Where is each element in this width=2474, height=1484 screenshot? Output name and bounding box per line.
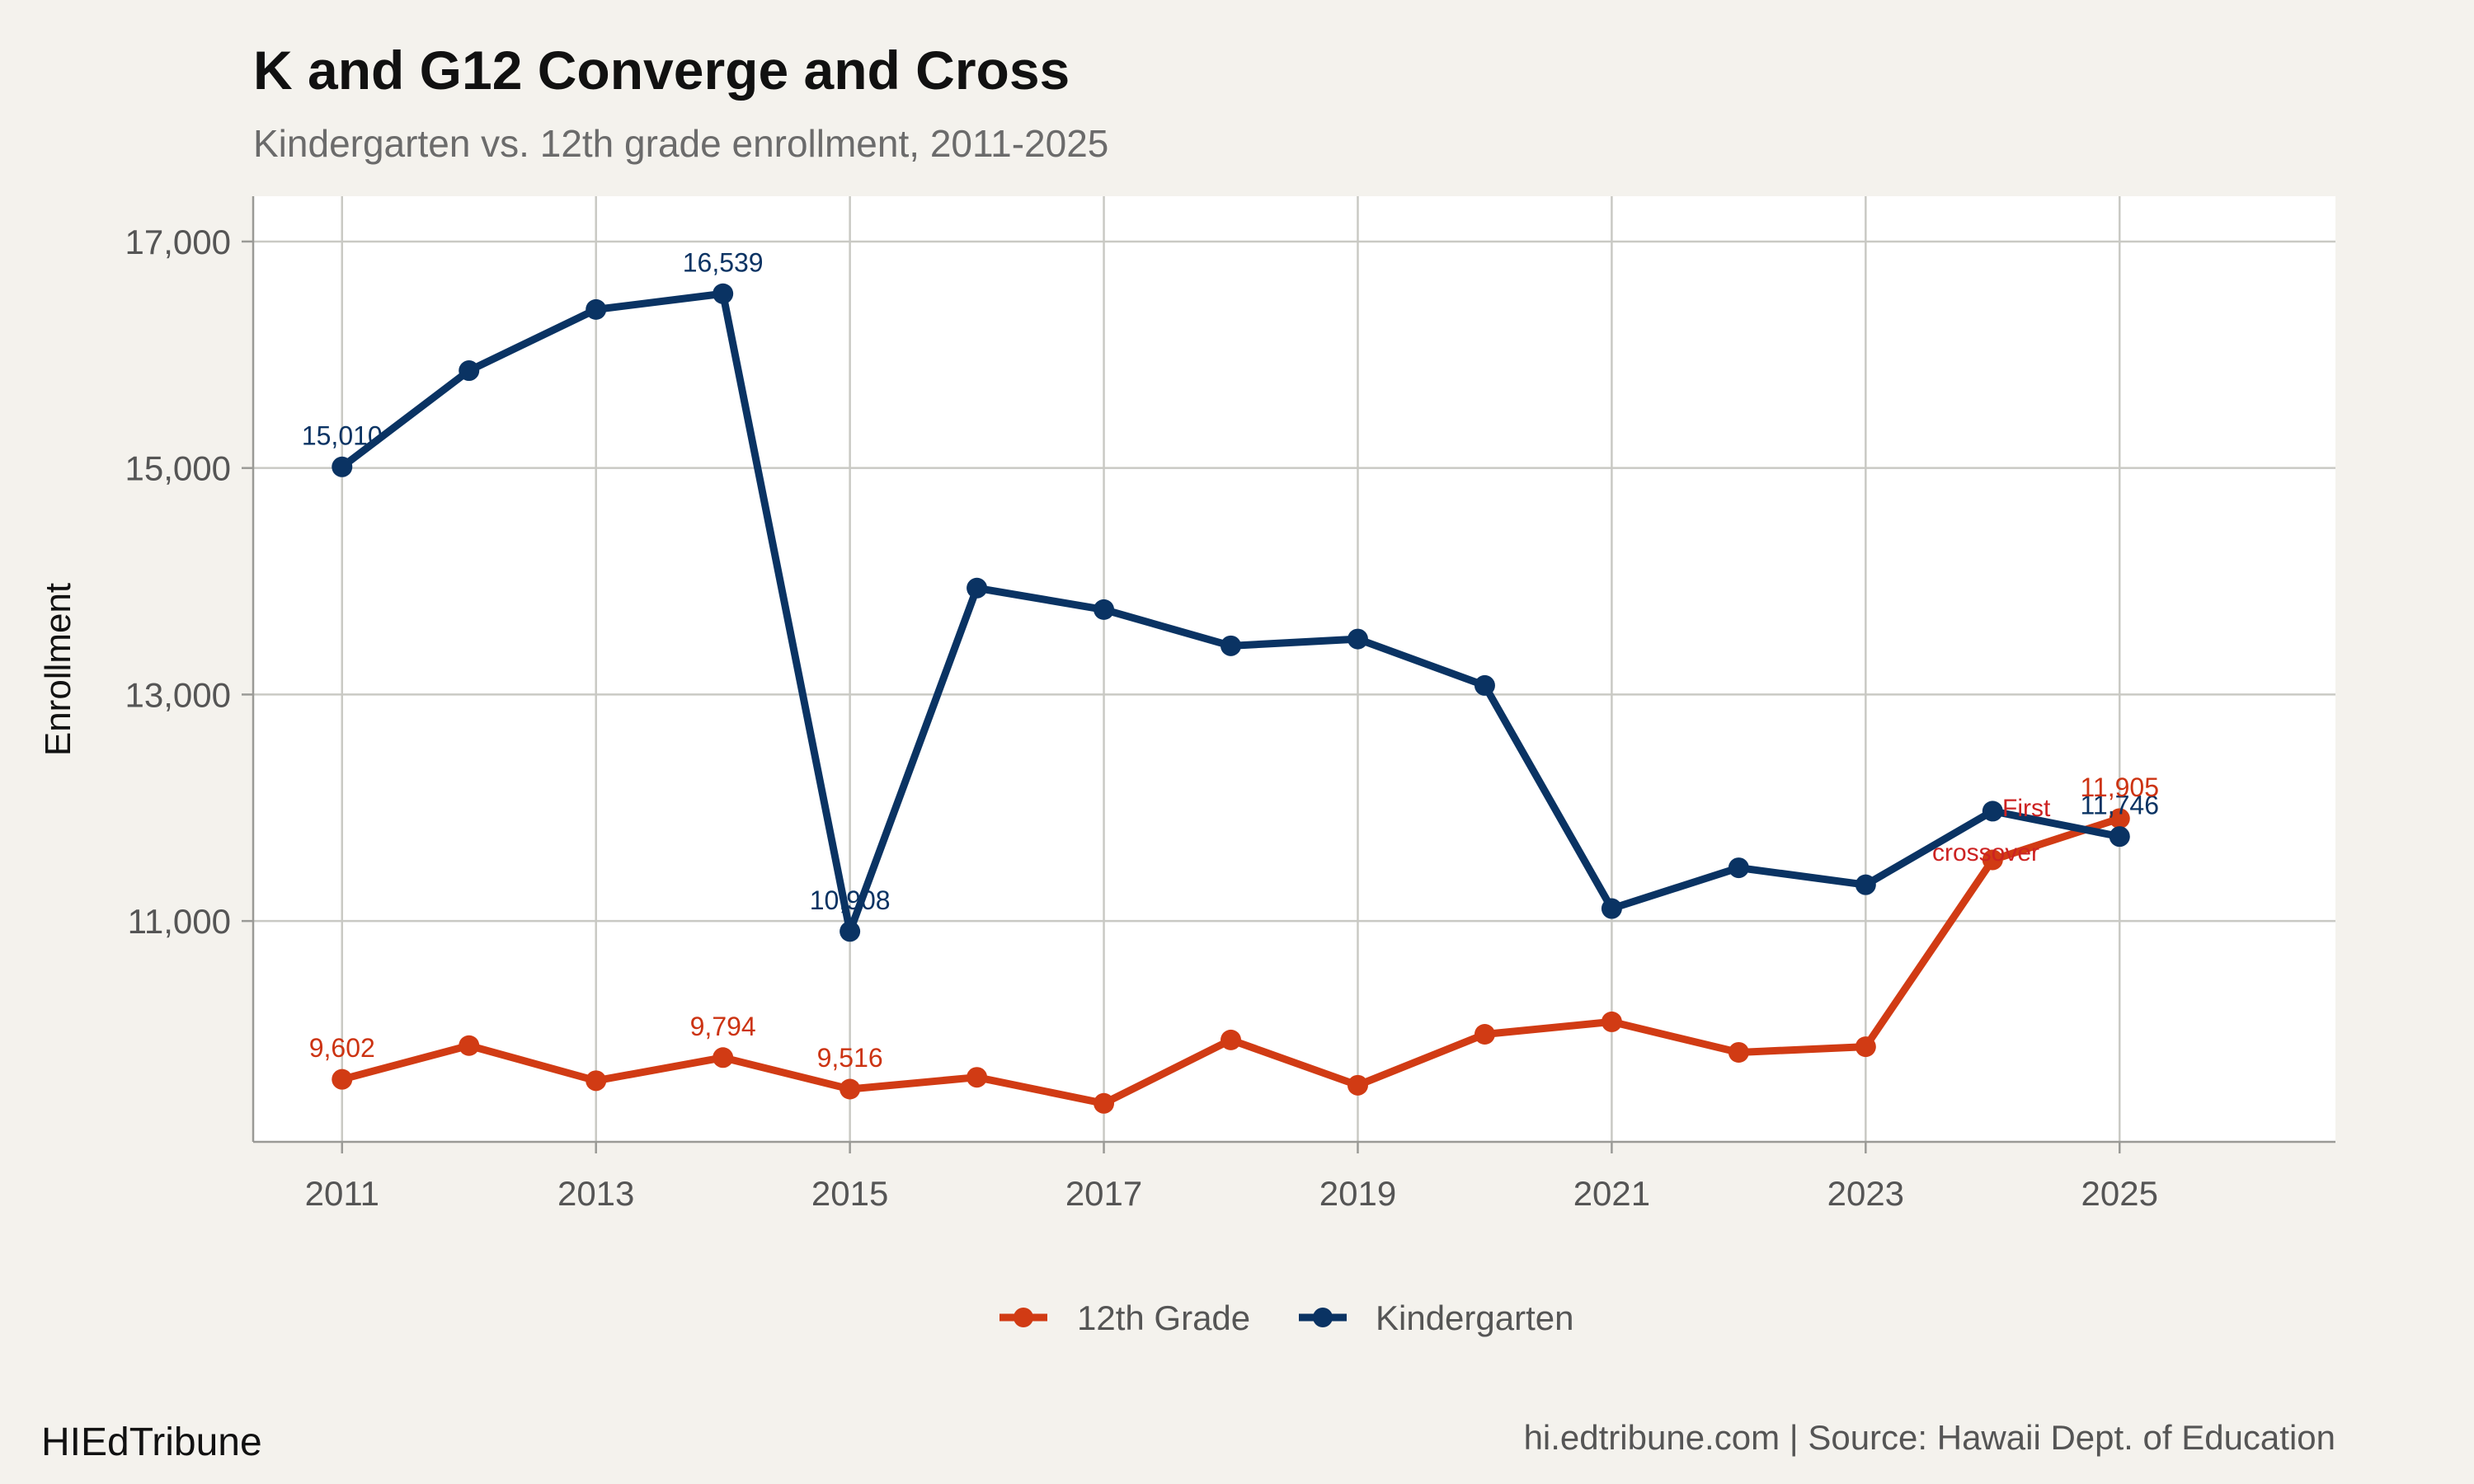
y-tick-label-15-000: 15,000	[125, 449, 231, 488]
point-kindergarten-2015	[840, 921, 861, 942]
point-12th-grade-2013	[586, 1070, 607, 1092]
point-kindergarten-2014	[713, 283, 734, 304]
point-kindergarten-2023	[1855, 874, 1876, 895]
point-kindergarten-2021	[1601, 898, 1622, 919]
point-kindergarten-2025	[2109, 826, 2130, 848]
point-kindergarten-2019	[1347, 628, 1368, 650]
point-12th-grade-2025	[2109, 808, 2130, 829]
x-tick-label-2015: 2015	[811, 1174, 888, 1213]
data-label-kindergarten-2014: 16,539	[683, 247, 764, 277]
legend-12th-grade-swatch-dot	[1014, 1308, 1033, 1327]
series-lines	[332, 283, 2130, 1114]
point-12th-grade-2021	[1601, 1011, 1622, 1032]
point-12th-grade-2015	[840, 1078, 861, 1100]
data-label-kindergarten-2025: 11,746	[2081, 791, 2160, 820]
crossover-annotation: First crossover	[1932, 795, 2051, 866]
source-note: hi.edtribune.com | Source: Hawaii Dept. …	[1524, 1418, 2335, 1457]
x-tick-label-2017: 2017	[1065, 1174, 1142, 1213]
annotation-line-1: First	[2002, 795, 2051, 822]
legend: 12th Grade Kindergarten	[999, 1298, 1574, 1337]
chart-title: K and G12 Converge and Cross	[253, 40, 1070, 101]
y-tick-label-11-000: 11,000	[128, 902, 231, 941]
data-label-12th-grade-2011: 9,602	[309, 1033, 375, 1063]
point-12th-grade-2024	[1982, 849, 2003, 871]
data-label-12th-grade-2014: 9,794	[690, 1012, 756, 1041]
point-12th-grade-2022	[1728, 1041, 1749, 1063]
point-12th-grade-2023	[1855, 1036, 1876, 1058]
series-kindergarten	[332, 283, 2130, 942]
point-kindergarten-2017	[1094, 599, 1115, 620]
point-kindergarten-2024	[1982, 801, 2003, 822]
point-12th-grade-2014	[713, 1047, 734, 1068]
data-label-12th-grade-2015: 9,516	[817, 1043, 883, 1073]
series-12th-grade	[332, 808, 2130, 1114]
point-kindergarten-2020	[1474, 674, 1495, 696]
point-kindergarten-2018	[1221, 635, 1242, 656]
data-label-kindergarten-2011: 15,010	[302, 420, 383, 450]
point-kindergarten-2013	[586, 298, 607, 320]
point-12th-grade-2017	[1094, 1092, 1115, 1114]
point-kindergarten-2012	[459, 360, 480, 382]
point-12th-grade-2011	[332, 1068, 353, 1090]
plot-panel	[253, 196, 2335, 1142]
x-tick-label-2013: 2013	[557, 1174, 634, 1213]
legend-kindergarten-label: Kindergarten	[1376, 1298, 1574, 1337]
point-kindergarten-2016	[967, 577, 988, 599]
x-tick-label-2025: 2025	[2081, 1174, 2158, 1213]
y-tick-label-13-000: 13,000	[125, 675, 231, 714]
legend-12th-grade-label: 12th Grade	[1077, 1298, 1250, 1337]
point-12th-grade-2018	[1221, 1029, 1242, 1050]
point-kindergarten-2022	[1728, 857, 1749, 879]
gridlines	[253, 196, 2335, 1142]
chart-subtitle: Kindergarten vs. 12th grade enrollment, …	[253, 122, 1108, 165]
point-12th-grade-2016	[967, 1067, 988, 1088]
data-label-12th-grade-2025: 11,905	[2081, 773, 2160, 802]
data-labels: 15,010 16,539 10,908 11,746 9,602 9,794 9,516 1…	[302, 247, 2159, 1073]
point-12th-grade-2020	[1474, 1024, 1495, 1045]
brand-logo-text: HIEdTribune	[41, 1421, 262, 1464]
legend-kindergarten-swatch-dot	[1313, 1308, 1333, 1327]
point-kindergarten-2011	[332, 456, 353, 477]
y-axis-label: Enrollment	[38, 583, 78, 756]
point-12th-grade-2012	[459, 1035, 480, 1056]
axes: Enrollment 2011 2013 2015 2017 2019 2021 2023 2…	[38, 196, 2335, 1213]
y-tick-label-17-000: 17,000	[125, 223, 231, 261]
x-tick-label-2023: 2023	[1827, 1174, 1904, 1213]
x-tick-label-2019: 2019	[1319, 1174, 1396, 1213]
point-12th-grade-2019	[1347, 1074, 1368, 1096]
x-tick-label-2021: 2021	[1573, 1174, 1650, 1213]
annotation-line-2: crossover	[1932, 839, 2039, 866]
x-tick-label-2011: 2011	[305, 1174, 379, 1213]
data-label-kindergarten-2015: 10,908	[810, 885, 891, 915]
